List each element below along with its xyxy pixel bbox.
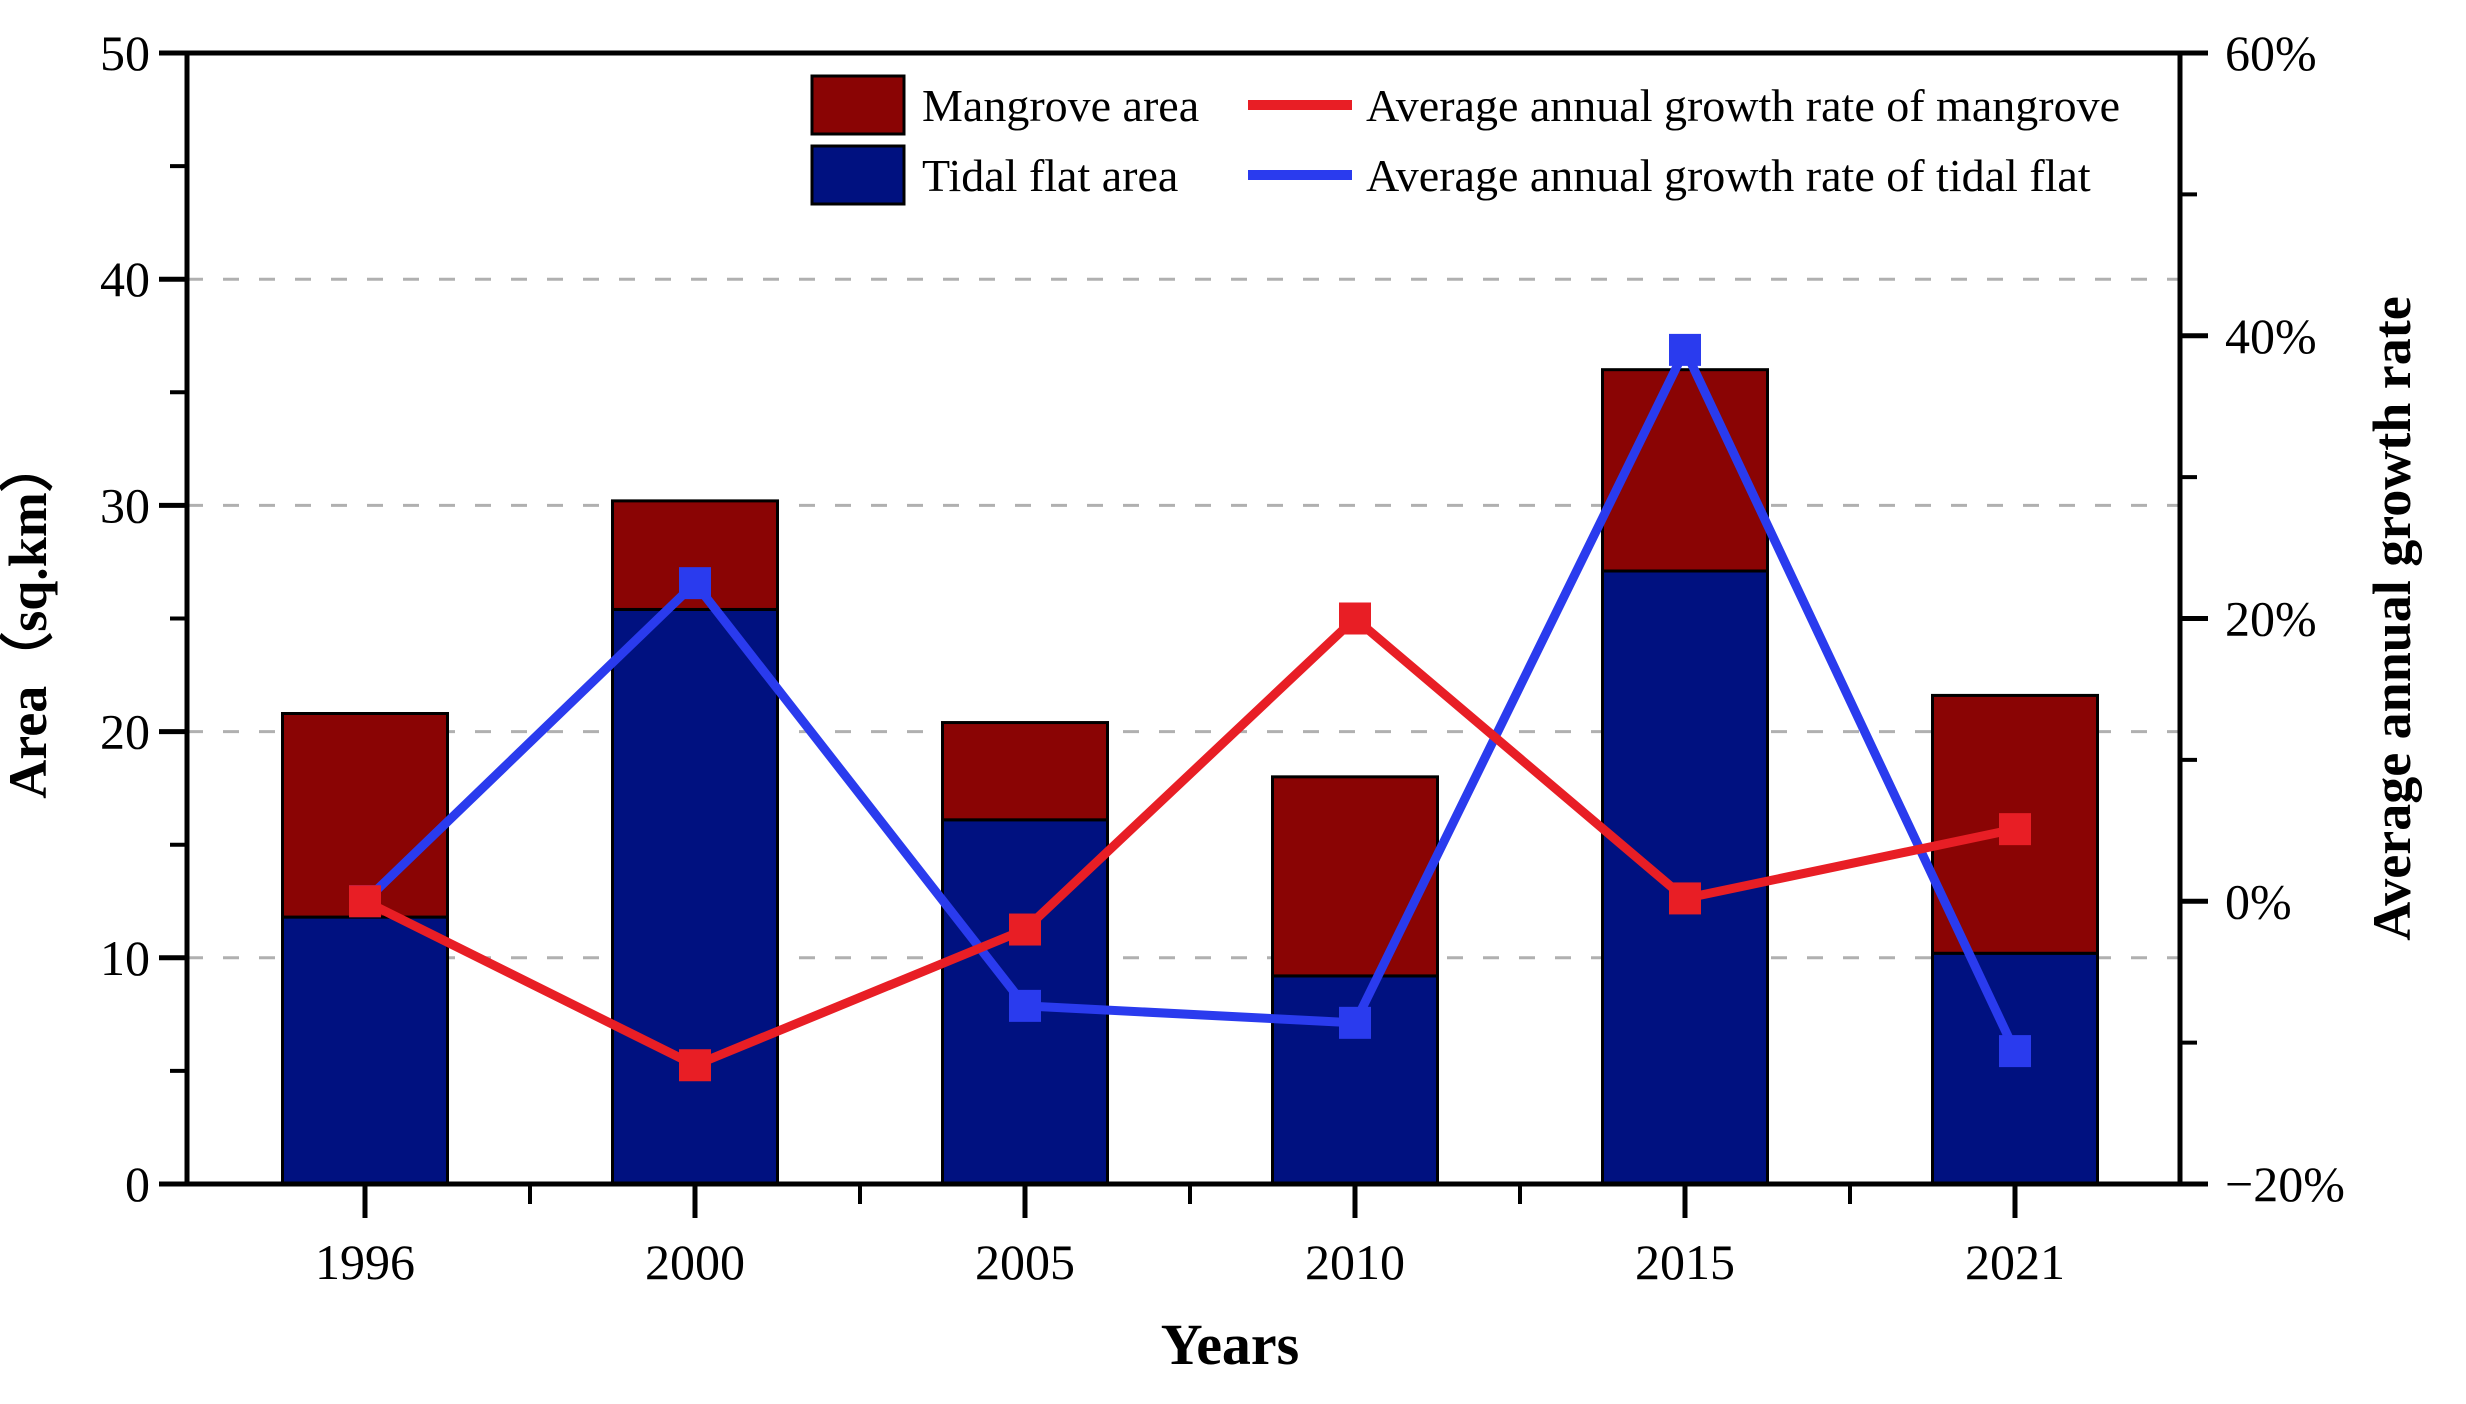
line-path-tidal-flat xyxy=(361,339,2020,1054)
right-axis-tick-label-40: 40% xyxy=(2225,308,2317,364)
x-axis: 1996 2000 2005 2010 2015 2021 Years xyxy=(315,1184,2065,1377)
x-axis-tick-label-1996: 1996 xyxy=(315,1234,415,1290)
line-growth-rate-mangrove xyxy=(349,602,2031,1082)
left-axis-title: Area（sq.km） xyxy=(0,438,58,799)
x-axis-tick-label-2010: 2010 xyxy=(1305,1234,1405,1290)
bar-tidal-flat-2015 xyxy=(1601,569,1769,1186)
marker-mangrove-2000 xyxy=(679,1049,711,1082)
right-axis: −20% 0% 20% 40% 60% Average annual growth rat… xyxy=(2180,25,2422,1212)
left-axis-tick-label-10: 10 xyxy=(100,930,150,986)
left-axis-tick-label-0: 0 xyxy=(125,1156,150,1212)
legend-line-label-mangrove: Average annual growth rate of mangrove xyxy=(1366,80,2120,131)
marker-tidal-flat-2010 xyxy=(1339,1006,1371,1039)
right-axis-tick-label--20: −20% xyxy=(2225,1156,2345,1212)
right-axis-title: Average annual growth rate xyxy=(2362,296,2422,940)
legend-swatch-tidal-flat xyxy=(810,144,906,206)
right-axis-tick-label-60: 60% xyxy=(2225,25,2317,81)
marker-tidal-flat-2000 xyxy=(679,567,711,600)
legend-swatch-label-tidal-flat: Tidal flat area xyxy=(922,150,1178,201)
gridlines xyxy=(187,277,2180,960)
legend-swatch-mangrove xyxy=(810,74,906,136)
marker-mangrove-1996 xyxy=(349,885,381,918)
bar-tidal-flat-1996 xyxy=(281,915,449,1186)
left-axis-tick-label-50: 50 xyxy=(100,25,150,81)
right-axis-tick-label-20: 20% xyxy=(2225,591,2317,647)
right-axis-tick-label-0: 0% xyxy=(2225,873,2292,929)
stacked-bars xyxy=(281,368,2099,1186)
left-axis: 0 10 20 30 40 50 Area（sq.km） xyxy=(0,25,187,1212)
left-axis-tick-label-20: 20 xyxy=(100,704,150,760)
x-axis-title: Years xyxy=(1161,1312,1300,1377)
left-axis-tick-label-40: 40 xyxy=(100,251,150,307)
bar-tidal-flat-2021 xyxy=(1931,951,2099,1186)
line-path-mangrove xyxy=(362,612,2016,1071)
left-axis-tick-label-30: 30 xyxy=(100,477,150,533)
bar-tidal-flat-2000 xyxy=(611,607,779,1186)
marker-mangrove-2005 xyxy=(1009,913,1041,946)
legend-line-label-tidal-flat: Average annual growth rate of tidal flat xyxy=(1366,150,2091,201)
marker-mangrove-2010 xyxy=(1339,602,1371,635)
bar-mangrove-2010 xyxy=(1271,775,1439,978)
legend: Mangrove area Average annual growth rate … xyxy=(810,74,2120,206)
x-axis-tick-label-2015: 2015 xyxy=(1635,1234,1735,1290)
x-axis-tick-label-2005: 2005 xyxy=(975,1234,1075,1290)
x-axis-tick-label-2021: 2021 xyxy=(1965,1234,2065,1290)
marker-mangrove-2021 xyxy=(1999,813,2031,846)
bar-mangrove-2005 xyxy=(941,721,1109,822)
x-axis-tick-label-2000: 2000 xyxy=(645,1234,745,1290)
legend-swatch-label-mangrove: Mangrove area xyxy=(922,80,1199,131)
marker-tidal-flat-2021 xyxy=(1999,1035,2031,1068)
marker-tidal-flat-2015 xyxy=(1669,333,1701,366)
marker-mangrove-2015 xyxy=(1669,882,1701,915)
marker-tidal-flat-2005 xyxy=(1009,989,1041,1022)
